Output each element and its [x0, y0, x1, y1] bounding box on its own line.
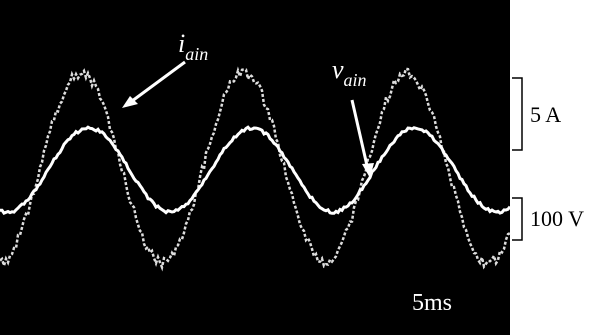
page: iain vain 5ms 5 A 100 V (() => { const d…: [0, 0, 615, 335]
voltage-scale: 100 V: [530, 206, 584, 231]
voltage-symbol: v: [332, 55, 344, 84]
current-scale: 5 A: [530, 102, 561, 127]
oscilloscope-figure: iain vain 5ms 5 A 100 V: [0, 0, 615, 335]
voltage-subscript: ain: [344, 70, 367, 90]
screen: [0, 0, 510, 335]
current-symbol: i: [178, 29, 185, 58]
current-bracket: [512, 78, 522, 150]
voltage-bracket: [512, 198, 522, 240]
time-scale: 5ms: [412, 290, 452, 316]
current-subscript: ain: [185, 44, 208, 64]
